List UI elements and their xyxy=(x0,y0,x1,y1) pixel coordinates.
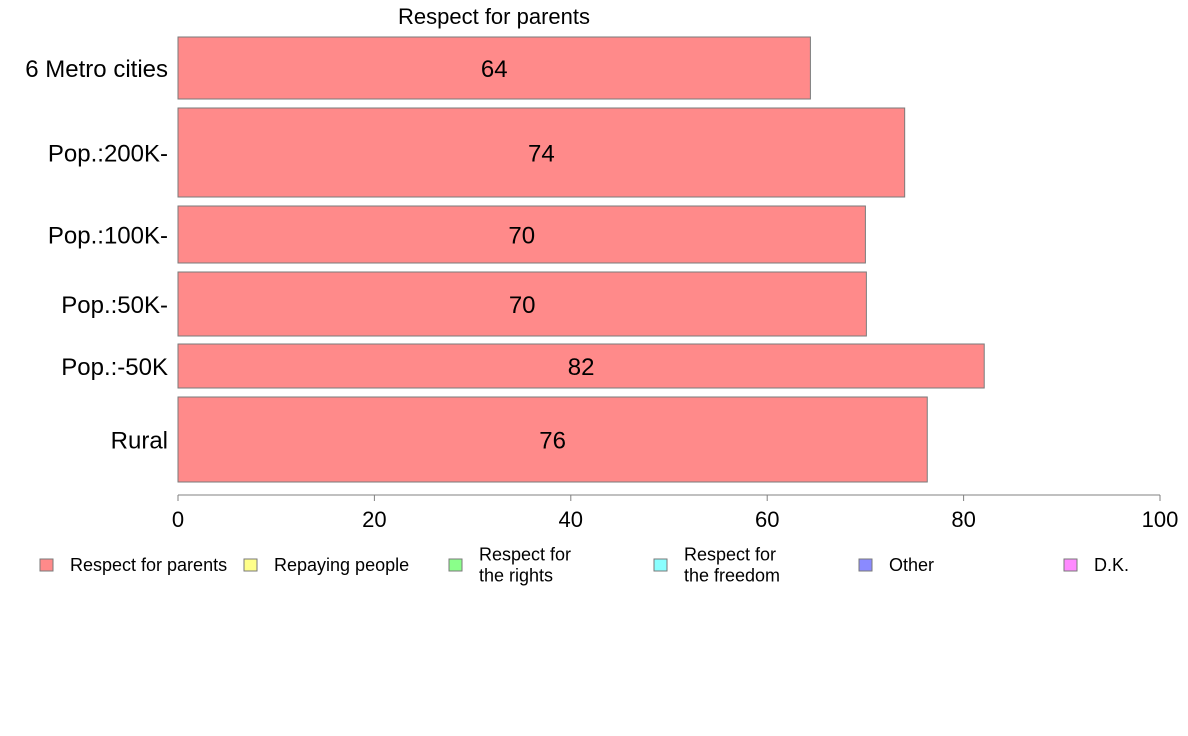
category-label: Pop.:100K- xyxy=(48,223,168,250)
legend-item: D.K. xyxy=(1063,555,1129,575)
bar-3 xyxy=(177,271,867,337)
bar-4 xyxy=(177,343,985,389)
legend-label: the freedom xyxy=(684,566,780,586)
bar-value-label: 82 xyxy=(568,354,595,381)
category-label: Pop.:-50K xyxy=(61,354,168,381)
legend-label: the rights xyxy=(479,566,553,586)
legend-label: Other xyxy=(889,555,934,575)
legend-label: Respect for xyxy=(684,545,776,565)
legend-label: Respect for parents xyxy=(70,555,227,575)
bar-0 xyxy=(177,36,811,100)
x-tick-label: 60 xyxy=(755,507,779,532)
x-tick-label: 0 xyxy=(172,507,184,532)
category-labels: 6 Metro cities Pop.:200K- Pop.:100K- Pop.:5… xyxy=(25,56,168,455)
bar-value-label: 74 xyxy=(528,141,555,168)
bars-group: 64 74 70 70 82 76 xyxy=(177,36,985,483)
x-tick-label: 80 xyxy=(951,507,975,532)
category-label: Pop.:200K- xyxy=(48,141,168,168)
legend-swatch xyxy=(858,558,873,572)
bar-value-label: 76 xyxy=(539,428,566,455)
legend-swatch xyxy=(653,558,668,572)
legend-swatch xyxy=(243,558,258,572)
legend-item: Repaying people xyxy=(243,555,409,575)
bar-value-label: 64 xyxy=(481,56,508,83)
category-label: Rural xyxy=(111,428,168,455)
legend-label: D.K. xyxy=(1094,555,1129,575)
bar-value-label: 70 xyxy=(508,223,535,250)
chart-title: Respect for parents xyxy=(398,4,590,29)
x-axis: 0 20 40 60 80 100 xyxy=(172,494,1179,532)
legend: Respect for parents Repaying people Respec… xyxy=(39,545,1129,586)
legend-swatch xyxy=(39,558,54,572)
x-tick-label: 100 xyxy=(1142,507,1179,532)
x-tick-label: 40 xyxy=(559,507,583,532)
bar-1 xyxy=(177,107,906,198)
bar-5 xyxy=(177,396,928,483)
bar-2 xyxy=(177,205,866,264)
category-label: 6 Metro cities xyxy=(25,56,168,83)
legend-label: Repaying people xyxy=(274,555,409,575)
legend-swatch xyxy=(1063,558,1078,572)
legend-swatch xyxy=(448,558,463,572)
x-tick-label: 20 xyxy=(362,507,386,532)
category-label: Pop.:50K- xyxy=(61,292,168,319)
legend-label: Respect for xyxy=(479,545,571,565)
legend-item: Other xyxy=(858,555,934,575)
legend-item: Respect for parents xyxy=(39,555,227,575)
bar-value-label: 70 xyxy=(509,292,536,319)
